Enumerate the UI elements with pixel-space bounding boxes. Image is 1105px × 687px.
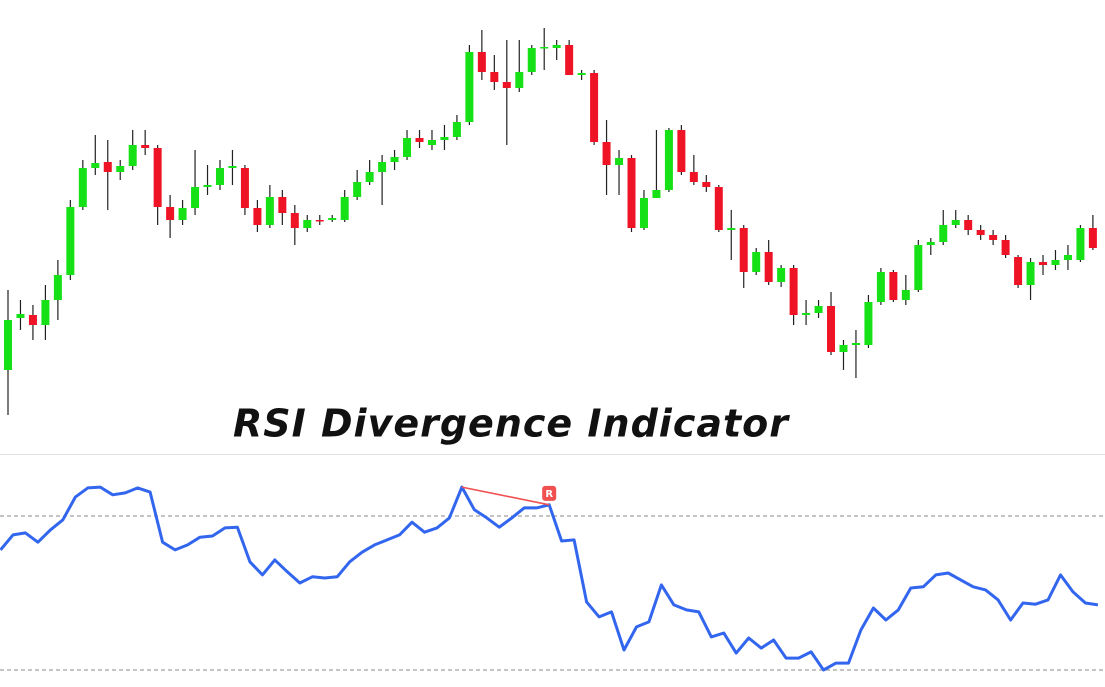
candle-body (365, 172, 374, 182)
candle-body (814, 306, 823, 313)
candle-body (652, 190, 661, 198)
candle-body (914, 245, 923, 290)
candle-body (203, 185, 212, 187)
candle-body (502, 82, 511, 88)
candle-body (1014, 257, 1023, 285)
candle-body (739, 228, 748, 272)
candle-body (802, 313, 811, 315)
candle-body (727, 228, 736, 230)
candle-body (340, 197, 349, 220)
candle-body (639, 198, 648, 228)
candle-body (764, 252, 773, 282)
candle-body (926, 242, 935, 245)
candle-body (427, 140, 436, 145)
candle-body (315, 220, 324, 222)
candle-body (103, 162, 112, 172)
candle-body (41, 300, 50, 325)
candle-body (465, 52, 474, 122)
candle-body (777, 268, 786, 282)
candle-body (552, 45, 561, 48)
candle-body (964, 220, 973, 230)
candle-body (228, 166, 237, 168)
candle-body (1051, 260, 1060, 265)
candle-body (415, 138, 424, 142)
candle-body (901, 290, 910, 300)
candle-body (215, 168, 224, 185)
candle-body (1076, 228, 1085, 260)
candle-body (452, 122, 461, 137)
candle-body (141, 145, 150, 148)
candle-body (53, 275, 62, 300)
candle-body (191, 187, 200, 208)
candle-body (178, 208, 187, 220)
candle-body (889, 272, 898, 300)
candle-body (515, 72, 524, 88)
candle-body (1026, 262, 1035, 285)
candle-body (116, 166, 125, 172)
candle-body (1039, 262, 1048, 265)
candle-body (689, 172, 698, 182)
candle-body (851, 343, 860, 345)
candle-body (490, 72, 499, 82)
candle-body (789, 268, 798, 315)
candle-body (677, 130, 686, 172)
candle-body (390, 157, 399, 162)
candle-body (166, 207, 175, 220)
candle-body (1001, 240, 1010, 255)
candle-body (951, 220, 960, 225)
candle-body (876, 272, 885, 302)
candle-body (290, 213, 299, 228)
candle-body (565, 45, 574, 75)
candle-body (253, 208, 262, 225)
candle-body (540, 47, 549, 49)
candle-body (378, 162, 387, 172)
candle-body (440, 137, 449, 140)
candle-body (4, 320, 12, 370)
candle-body (403, 138, 412, 157)
candle-body (627, 158, 636, 228)
candle-body (303, 220, 312, 228)
candle-body (353, 182, 362, 197)
candle-body (839, 345, 848, 352)
candle-body (615, 158, 624, 165)
candle-body (128, 145, 137, 166)
candle-body (28, 315, 37, 325)
candle-body (278, 197, 287, 213)
candle-body (477, 52, 486, 72)
chart-title: RSI Divergence Indicator (233, 402, 790, 446)
candle-body (827, 306, 836, 352)
candle-body (1088, 228, 1097, 248)
candle-body (664, 130, 673, 190)
candle-body (939, 225, 948, 242)
candle-body (78, 168, 87, 207)
candle-body (577, 73, 586, 75)
divergence-line (461, 486, 550, 506)
rsi-line (0, 485, 1099, 672)
candle-body (66, 207, 75, 275)
candle-body (989, 235, 998, 240)
candle-body (91, 163, 100, 168)
divergence-label: R (545, 489, 553, 500)
candle-body (328, 218, 337, 220)
candle-body (602, 142, 611, 165)
candle-body (714, 187, 723, 230)
candle-body (976, 230, 985, 235)
candle-body (153, 148, 162, 207)
candle-body (864, 302, 873, 345)
candle-body (702, 182, 711, 187)
candle-body (527, 48, 536, 72)
candle-body (1063, 255, 1072, 260)
candle-body (752, 252, 761, 272)
candle-body (265, 197, 274, 225)
divergence-badge (542, 485, 557, 501)
candle-body (240, 168, 249, 208)
candle-body (590, 73, 599, 142)
candle-body (16, 314, 25, 318)
